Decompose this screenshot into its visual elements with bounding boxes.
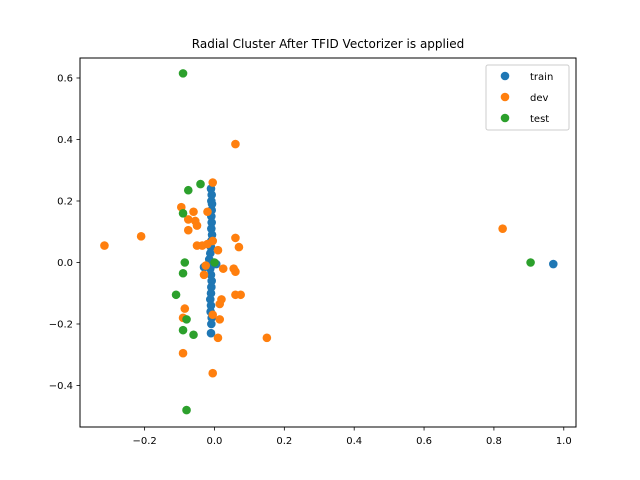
point-dev <box>213 245 223 255</box>
point-dev <box>236 290 245 300</box>
point-dev <box>208 368 218 378</box>
plot-frame <box>79 57 577 428</box>
point-dev <box>234 242 244 252</box>
x-tick-label: 1.0 <box>556 436 572 447</box>
point-dev <box>201 261 211 270</box>
point-dev <box>199 270 209 280</box>
chart-title: Radial Cluster After TFID Vectorizer is … <box>192 37 464 51</box>
legend-marker-dev <box>500 92 510 102</box>
point-dev <box>189 207 198 217</box>
point-train <box>207 199 217 209</box>
point-test <box>171 290 181 300</box>
legend-label-test: test <box>530 114 549 125</box>
point-dev <box>180 304 190 313</box>
point-train <box>206 301 216 310</box>
point-test <box>182 405 191 415</box>
x-tick-label: 0.8 <box>486 436 502 447</box>
point-dev <box>208 310 218 320</box>
point-dev <box>213 333 223 343</box>
point-train <box>207 218 216 227</box>
point-dev <box>136 232 146 241</box>
point-train <box>207 276 216 286</box>
point-test <box>178 268 188 278</box>
x-tick-label: 0.4 <box>346 436 362 447</box>
y-axis: −0.4 −0.2 0.0 0.2 0.4 0.6 <box>49 73 80 392</box>
point-dev <box>178 348 188 358</box>
y-tick-label: 0.2 <box>57 196 73 207</box>
point-dev <box>208 178 218 187</box>
point-test <box>178 69 188 78</box>
legend-marker-train <box>500 71 510 81</box>
y-tick-label: 0.6 <box>57 73 73 84</box>
point-dev <box>203 207 212 217</box>
x-tick-label: 0.0 <box>207 436 223 447</box>
point-test <box>189 330 198 340</box>
legend-marker-test <box>500 113 510 123</box>
point-test <box>526 258 535 267</box>
legend-box <box>485 64 570 131</box>
point-dev <box>215 299 225 309</box>
legend-label-train: train <box>530 72 553 83</box>
y-tick-label: 0.0 <box>57 258 73 269</box>
point-train <box>207 282 216 292</box>
point-test <box>196 179 205 189</box>
x-tick-label: 0.2 <box>276 436 292 447</box>
point-test <box>210 258 219 267</box>
y-tick-label: 0.4 <box>57 135 73 146</box>
y-tick-label: −0.4 <box>49 381 73 392</box>
point-dev <box>215 315 225 324</box>
point-test <box>183 185 193 195</box>
point-train <box>206 328 216 338</box>
point-dev <box>192 221 202 230</box>
point-test <box>182 315 191 324</box>
point-dev <box>231 233 240 243</box>
point-dev <box>183 225 193 235</box>
point-train <box>207 319 216 329</box>
point-train <box>207 190 216 200</box>
legend: train dev test <box>485 64 570 131</box>
y-tick-label: −0.2 <box>49 319 73 330</box>
point-dev <box>218 264 228 273</box>
legend-label-dev: dev <box>530 93 549 104</box>
x-tick-label: −0.2 <box>132 436 156 447</box>
points-layer <box>100 69 558 415</box>
point-dev <box>208 236 218 246</box>
point-train <box>549 259 558 269</box>
point-dev <box>231 139 240 149</box>
x-tick-label: 0.6 <box>416 436 432 447</box>
point-dev <box>183 215 193 224</box>
point-dev <box>262 333 272 343</box>
point-dev <box>100 241 109 250</box>
point-dev <box>498 224 507 233</box>
point-test <box>180 258 190 267</box>
point-test <box>178 325 188 335</box>
point-test <box>178 208 188 218</box>
x-axis: −0.2 0.0 0.2 0.4 0.6 0.8 1.0 <box>132 427 572 447</box>
point-dev <box>231 267 240 277</box>
